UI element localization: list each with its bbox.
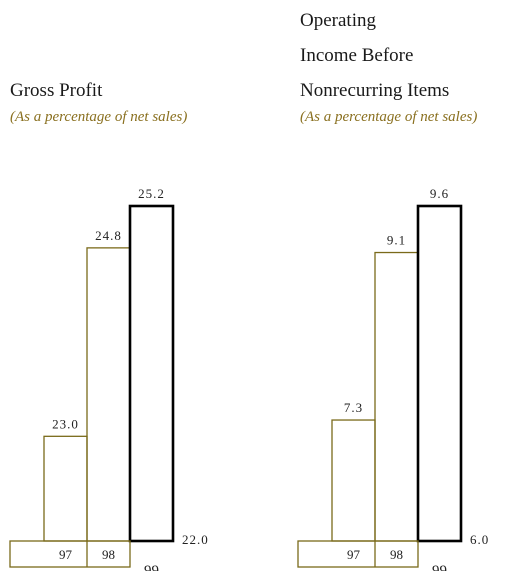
category-axis-box (9, 540, 131, 568)
bar-97 (331, 419, 376, 542)
value-label-97: 23.0 (52, 416, 79, 431)
category-axis-box (297, 540, 419, 568)
bar-99 (416, 204, 463, 543)
chart-2-title-line-2: Income Before (300, 45, 413, 66)
category-label-98: 98 (102, 547, 115, 562)
bar-99 (128, 204, 175, 543)
value-label-98: 9.1 (387, 233, 406, 248)
baseline-label: 22.0 (182, 532, 209, 547)
bar-97 (43, 435, 88, 542)
value-label-98: 24.8 (95, 228, 122, 243)
category-label-99: 99 (432, 563, 447, 571)
category-label-97: 97 (59, 547, 73, 562)
baseline-label: 6.0 (470, 532, 489, 547)
value-label-97: 7.3 (344, 400, 363, 415)
chart-1-title: Gross Profit (10, 80, 103, 101)
bar-98 (86, 247, 131, 542)
bar-98 (374, 251, 419, 542)
category-label-99: 99 (144, 563, 159, 571)
chart-2-title-line-1: Operating (300, 10, 376, 31)
category-label-97: 97 (347, 547, 361, 562)
chart-2-subtitle: (As a percentage of net sales) (300, 109, 477, 125)
value-label-99: 25.2 (138, 186, 165, 201)
gross-profit-chart: 23.0 24.8 25.2 97 98 99 22.0 (9, 186, 209, 571)
chart-1-subtitle: (As a percentage of net sales) (10, 109, 187, 125)
category-label-98: 98 (390, 547, 403, 562)
chart-2-title-line-3: Nonrecurring Items (300, 80, 449, 101)
value-label-99: 9.6 (430, 186, 449, 201)
operating-income-chart: 7.3 9.1 9.6 97 98 99 6.0 (297, 186, 489, 571)
